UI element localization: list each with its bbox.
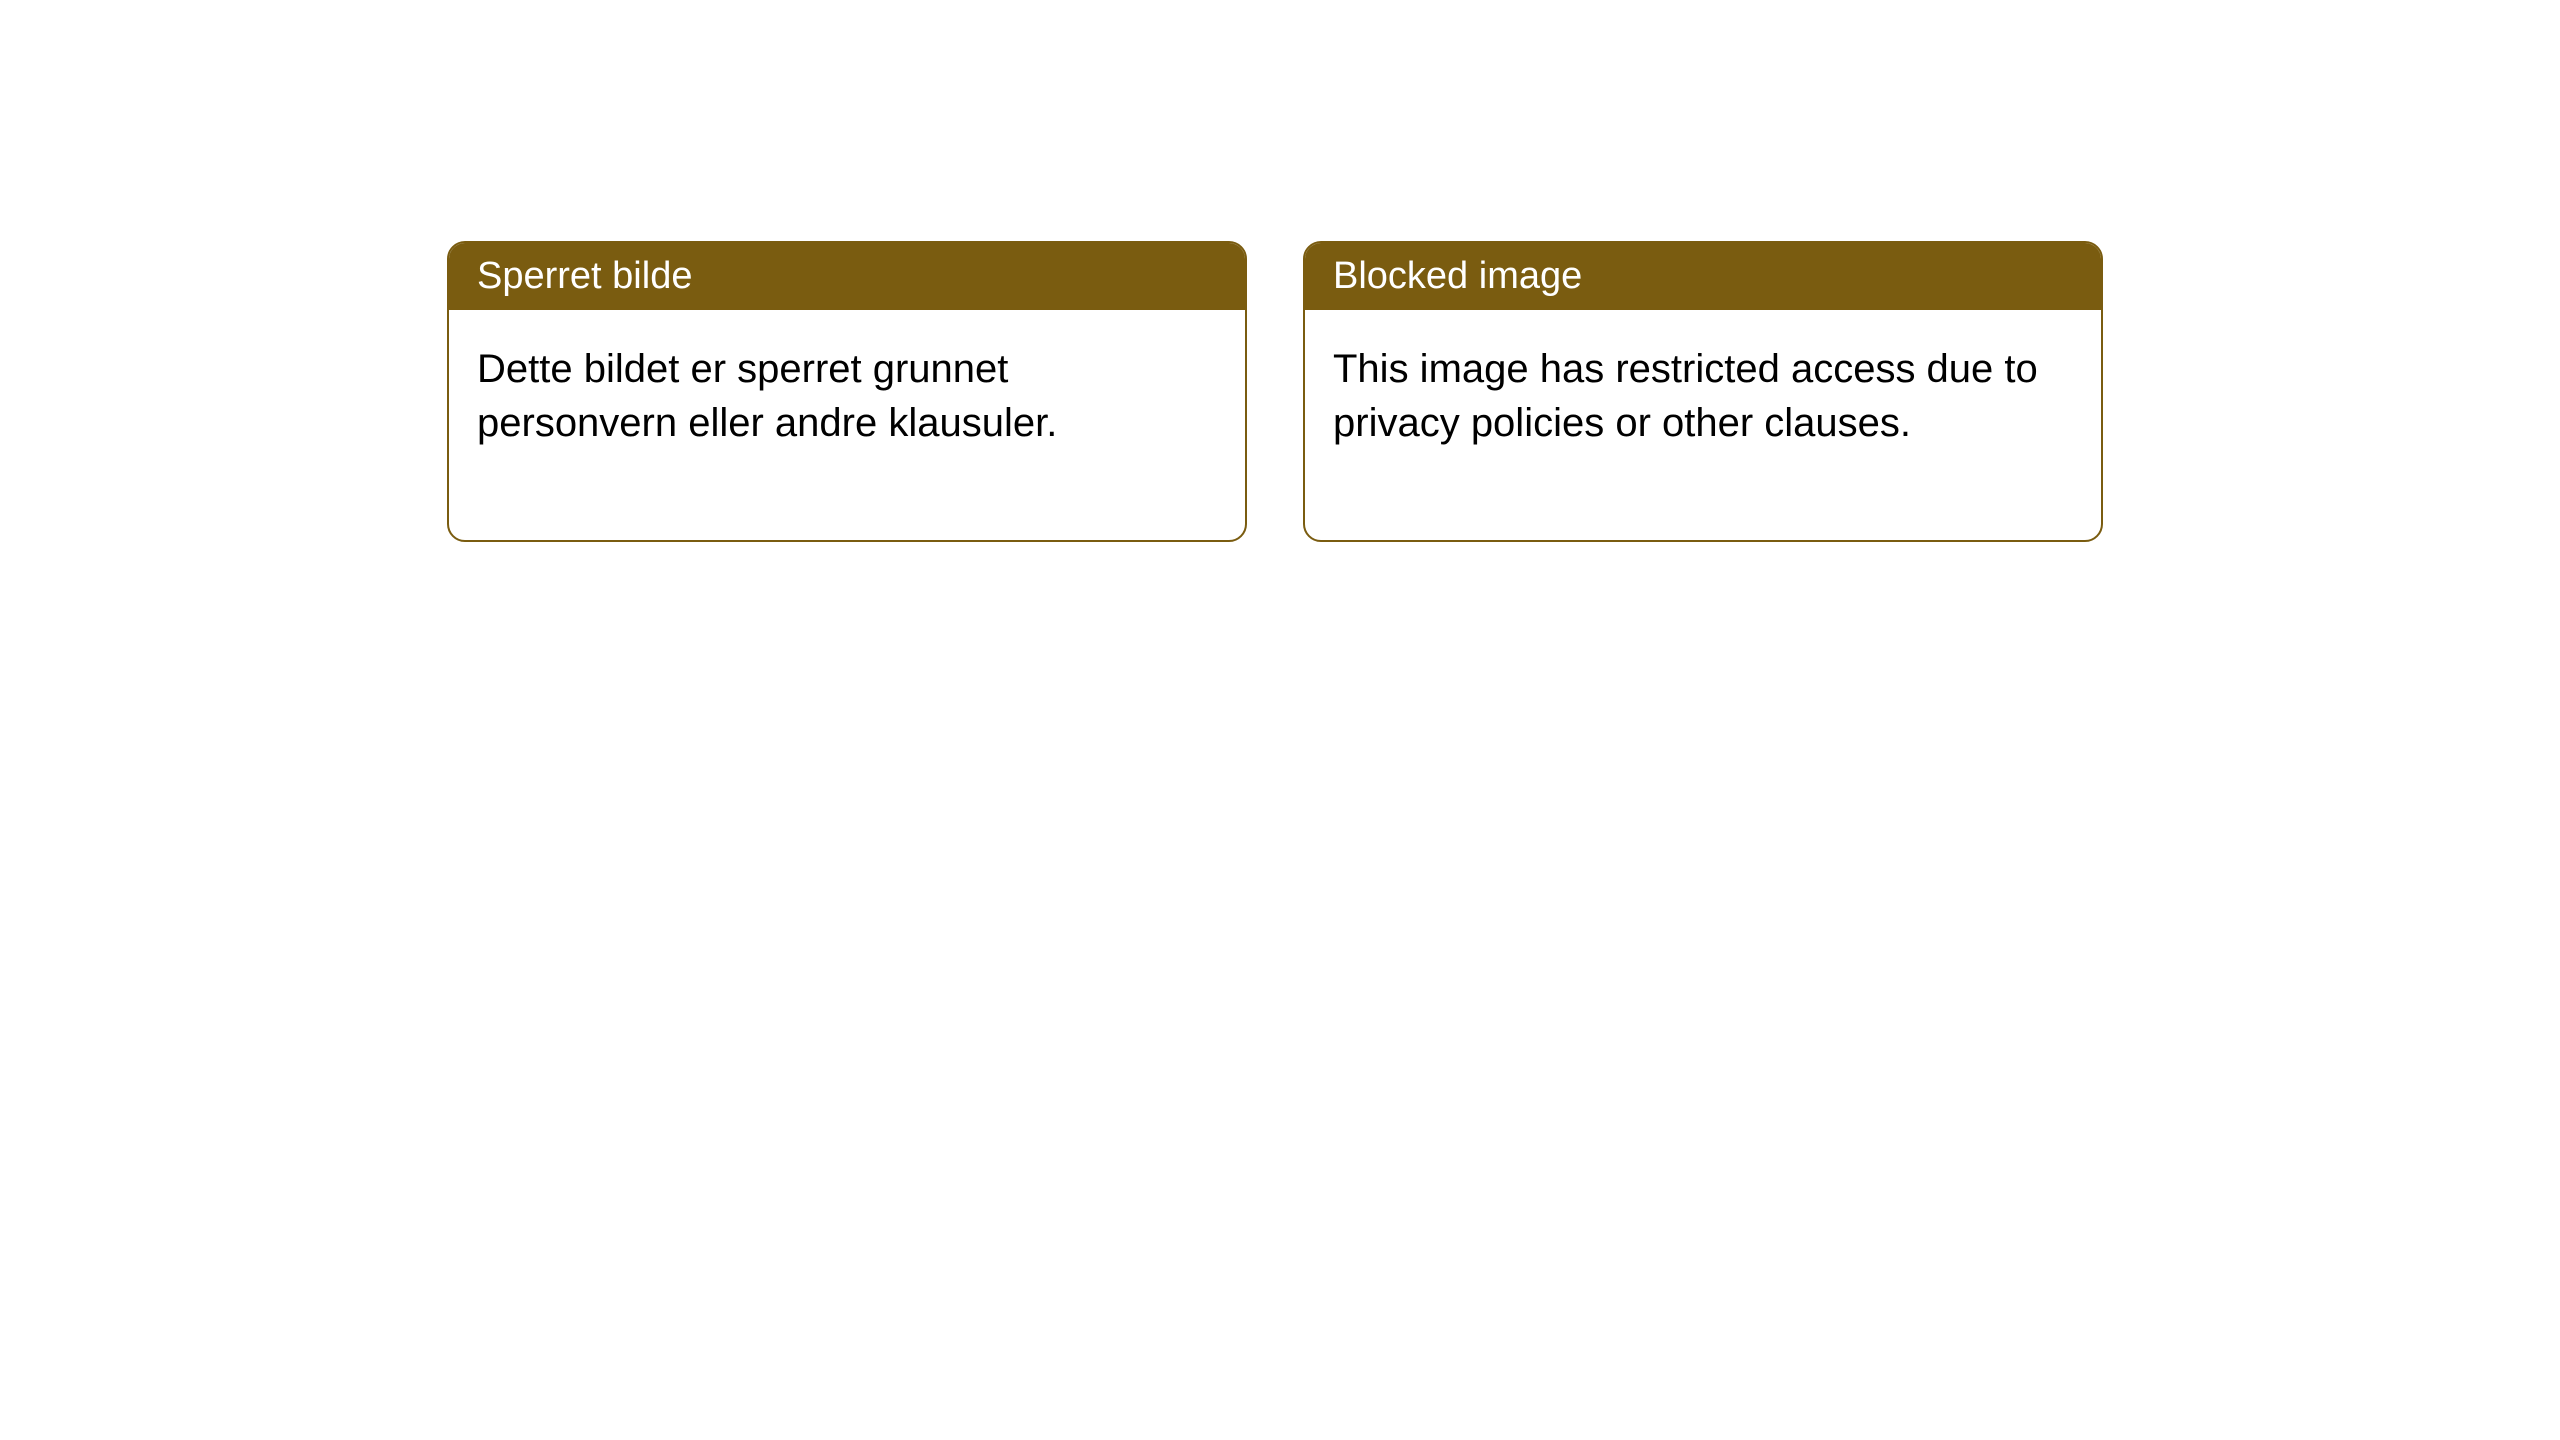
notice-card-title: Blocked image: [1305, 243, 2101, 310]
notice-card-title: Sperret bilde: [449, 243, 1245, 310]
notice-card-body: Dette bildet er sperret grunnet personve…: [449, 310, 1245, 540]
notice-card-norwegian: Sperret bilde Dette bildet er sperret gr…: [447, 241, 1247, 542]
notice-card-row: Sperret bilde Dette bildet er sperret gr…: [447, 241, 2103, 542]
notice-card-body: This image has restricted access due to …: [1305, 310, 2101, 540]
notice-card-english: Blocked image This image has restricted …: [1303, 241, 2103, 542]
